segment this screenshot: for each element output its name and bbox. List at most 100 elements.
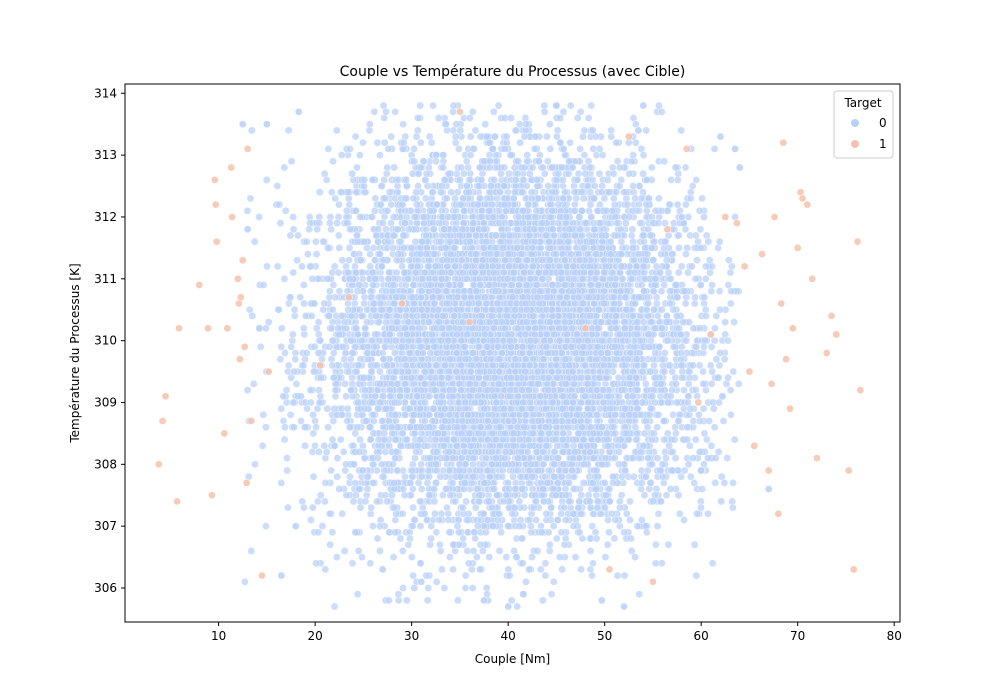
data-point-series-0 xyxy=(349,176,358,184)
data-point-series-0 xyxy=(344,188,352,197)
data-point-series-0 xyxy=(525,565,533,574)
data-point-series-0 xyxy=(595,169,604,178)
data-point-series-0 xyxy=(256,342,265,351)
data-point-series-0 xyxy=(287,342,296,351)
data-point-series-0 xyxy=(617,176,626,184)
data-point-series-0 xyxy=(317,373,325,382)
data-point-series-0 xyxy=(471,126,480,135)
data-point-series-0 xyxy=(321,454,330,462)
data-point-series-0 xyxy=(538,596,547,605)
data-point-series-0 xyxy=(339,448,348,456)
data-point-series-0 xyxy=(292,380,301,388)
data-point-series-0 xyxy=(373,534,382,543)
data-point-series-0 xyxy=(561,516,570,524)
data-point-series-0 xyxy=(626,497,634,506)
data-point-series-0 xyxy=(545,120,554,129)
data-point-series-0 xyxy=(555,553,564,561)
data-point-series-0 xyxy=(693,509,701,518)
data-point-series-0 xyxy=(669,410,678,419)
data-point-series-0 xyxy=(708,559,717,568)
data-point-series-0 xyxy=(389,553,398,561)
data-point-series-0 xyxy=(427,534,435,543)
data-point-series-0 xyxy=(280,274,289,283)
data-point-series-0 xyxy=(662,491,671,500)
data-point-series-0 xyxy=(416,138,425,147)
data-point-series-0 xyxy=(306,386,315,394)
data-point-series-0 xyxy=(315,448,323,456)
data-point-series-0 xyxy=(541,559,550,568)
data-point-series-0 xyxy=(301,441,309,450)
data-point-series-0 xyxy=(307,516,315,524)
data-point-series-0 xyxy=(410,584,419,592)
data-point-series-0 xyxy=(668,250,677,258)
data-point-series-0 xyxy=(336,435,345,444)
data-point-series-0 xyxy=(502,553,511,561)
data-point-series-0 xyxy=(251,460,259,469)
data-point-series-0 xyxy=(700,213,708,221)
data-point-series-0 xyxy=(704,509,712,518)
data-point-series-0 xyxy=(543,157,552,166)
data-point-series-0 xyxy=(243,386,252,394)
data-point-series-0 xyxy=(552,534,561,543)
data-point-series-0 xyxy=(259,410,268,419)
data-point-series-0 xyxy=(540,169,549,178)
data-point-series-0 xyxy=(557,528,566,537)
data-point-series-0 xyxy=(724,373,732,382)
data-point-series-0 xyxy=(281,349,289,357)
data-point-series-0 xyxy=(719,417,728,425)
data-point-series-0 xyxy=(299,281,308,289)
data-point-series-0 xyxy=(690,299,699,308)
data-point-series-0 xyxy=(716,349,724,357)
data-point-series-0 xyxy=(262,423,270,432)
data-point-series-0 xyxy=(284,361,293,370)
data-point-series-0 xyxy=(423,596,432,605)
data-point-series-0 xyxy=(280,435,289,444)
data-point-series-0 xyxy=(353,163,361,172)
data-point-series-0 xyxy=(351,528,360,537)
data-point-series-0 xyxy=(584,114,593,122)
data-point-series-0 xyxy=(454,528,463,537)
data-point-series-0 xyxy=(566,101,575,110)
data-point-series-0 xyxy=(277,479,286,487)
data-point-series-0 xyxy=(338,509,347,518)
data-point-series-0 xyxy=(454,596,462,605)
data-point-series-0 xyxy=(413,126,422,135)
data-point-series-0 xyxy=(452,120,461,129)
data-point-series-0 xyxy=(522,577,530,586)
data-point-series-0 xyxy=(376,151,384,159)
data-point-series-0 xyxy=(359,138,367,147)
data-point-series-0 xyxy=(466,114,474,122)
data-point-series-0 xyxy=(281,206,290,215)
data-point-series-0 xyxy=(673,176,682,184)
data-point-series-0 xyxy=(443,503,451,512)
data-point-series-0 xyxy=(390,163,399,172)
data-point-series-0 xyxy=(332,126,341,135)
data-point-series-0 xyxy=(481,120,490,129)
data-point-series-0 xyxy=(729,367,738,376)
data-point-series-0 xyxy=(250,237,259,246)
data-point-series-0 xyxy=(340,547,349,555)
data-point-series-0 xyxy=(447,188,456,197)
data-point-series-0 xyxy=(683,244,691,252)
data-point-series-0 xyxy=(688,262,696,271)
data-point-series-0 xyxy=(530,145,539,153)
data-point-series-0 xyxy=(705,417,714,425)
data-point-series-0 xyxy=(702,312,710,320)
data-point-series-0 xyxy=(535,157,543,166)
data-point-series-0 xyxy=(654,509,663,518)
data-point-series-0 xyxy=(369,522,377,530)
data-point-series-0 xyxy=(609,169,618,178)
data-point-series-0 xyxy=(399,120,407,129)
data-point-series-0 xyxy=(398,509,407,518)
data-point-series-0 xyxy=(571,553,580,561)
data-point-series-0 xyxy=(262,522,270,530)
data-point-series-0 xyxy=(324,145,333,153)
data-point-series-0 xyxy=(613,571,622,580)
data-point-series-0 xyxy=(449,565,457,574)
data-point-series-0 xyxy=(653,522,662,530)
data-point-series-0 xyxy=(412,132,421,141)
data-point-series-0 xyxy=(730,318,738,326)
data-point-series-0 xyxy=(702,435,711,444)
data-point-series-0 xyxy=(466,132,475,141)
